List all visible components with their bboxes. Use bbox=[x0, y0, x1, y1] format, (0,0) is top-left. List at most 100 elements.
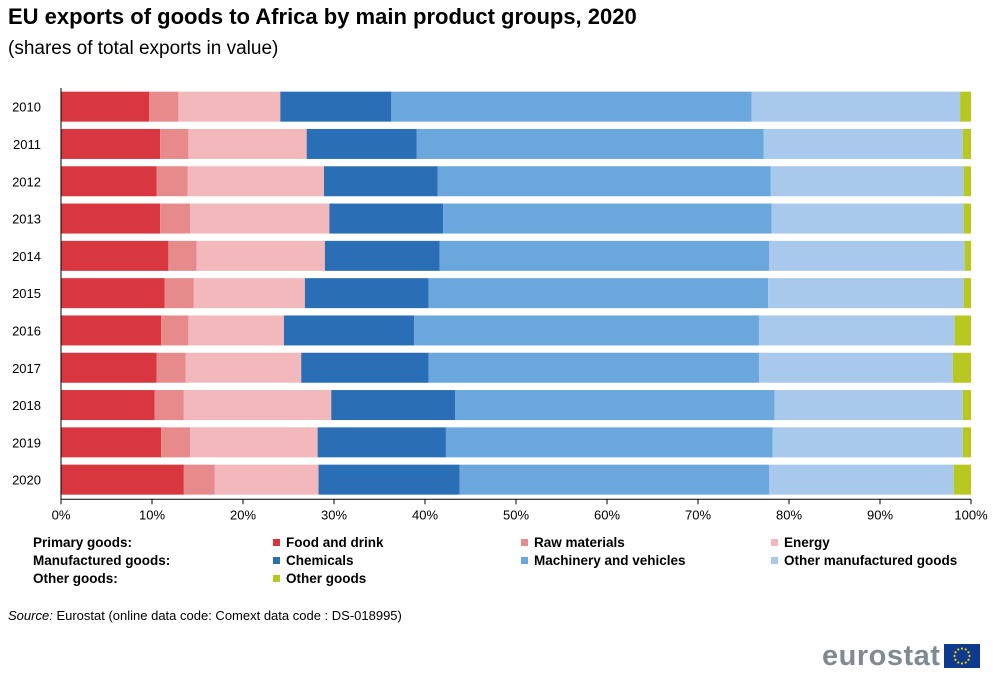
bar-segment-2011-chemicals bbox=[306, 128, 417, 159]
eurostat-logo: eurostat bbox=[822, 639, 981, 672]
bar-segment-2013-food-and-drink bbox=[61, 203, 161, 234]
source-note: Source: Eurostat (online data code: Come… bbox=[8, 608, 402, 623]
y-tick-label: 2010 bbox=[12, 100, 41, 115]
bar-segment-2019-chemicals bbox=[317, 427, 446, 458]
bar-segment-2017-raw-materials bbox=[156, 352, 186, 383]
bar-segment-2010-other-manufactured-goods bbox=[751, 91, 961, 122]
source-text: Eurostat (online data code: Comext data … bbox=[56, 608, 402, 623]
bar-segment-2017-other-goods bbox=[952, 352, 971, 383]
bar-segment-2015-chemicals bbox=[304, 278, 429, 309]
bar-segment-2018-energy bbox=[183, 390, 332, 421]
bar-segment-2013-other-manufactured-goods bbox=[771, 203, 964, 234]
legend-swatch bbox=[521, 557, 528, 564]
bar-segment-2014-energy bbox=[196, 240, 325, 271]
bar-segment-2019-energy bbox=[190, 427, 318, 458]
y-tick-label: 2019 bbox=[12, 435, 41, 450]
x-tick-label: 70% bbox=[685, 507, 711, 522]
y-tick-label: 2015 bbox=[12, 286, 41, 301]
bar-segment-2013-chemicals bbox=[329, 203, 444, 234]
eu-flag-star bbox=[967, 651, 971, 654]
eu-flag-star bbox=[961, 662, 964, 665]
bar-segment-2011-machinery-and-vehicles bbox=[416, 128, 764, 159]
bar-segment-2011-other-manufactured-goods bbox=[763, 128, 963, 159]
bar-segment-2019-raw-materials bbox=[161, 427, 191, 458]
y-tick-label: 2014 bbox=[12, 249, 41, 264]
bar-segment-2013-energy bbox=[190, 203, 330, 234]
bar-segment-2012-machinery-and-vehicles bbox=[437, 166, 771, 197]
bar-segment-2010-machinery-and-vehicles bbox=[391, 91, 752, 122]
eu-flag-star bbox=[968, 654, 972, 658]
bar-segment-2010-food-and-drink bbox=[61, 91, 150, 122]
legend-label: Machinery and vehicles bbox=[534, 553, 686, 568]
y-tick-label: 2012 bbox=[12, 174, 41, 189]
eu-flag-star bbox=[965, 648, 968, 651]
bar-segment-2010-other-goods bbox=[960, 91, 971, 122]
bar-segment-2011-food-and-drink bbox=[61, 128, 161, 159]
bar-segment-2019-other-goods bbox=[962, 427, 971, 458]
bar-segment-2016-energy bbox=[188, 315, 284, 346]
bar-segment-2015-other-manufactured-goods bbox=[768, 278, 964, 309]
y-tick-label: 2018 bbox=[12, 398, 41, 413]
bar-segment-2012-other-manufactured-goods bbox=[770, 166, 964, 197]
bar-segment-2012-chemicals bbox=[323, 166, 438, 197]
legend-item-chemicals: Chemicals bbox=[273, 553, 354, 568]
bar-segment-2018-machinery-and-vehicles bbox=[455, 390, 775, 421]
x-tick-label: 80% bbox=[776, 507, 802, 522]
legend-group-primary: Primary goods: bbox=[33, 535, 133, 550]
eu-flag-star bbox=[967, 658, 971, 661]
legend-item-other-goods: Other goods bbox=[273, 571, 366, 586]
bar-segment-2010-raw-materials bbox=[149, 91, 179, 122]
bar-segment-2017-energy bbox=[185, 352, 302, 383]
bar-segment-2015-machinery-and-vehicles bbox=[428, 278, 769, 309]
x-tick-label: 30% bbox=[321, 507, 347, 522]
bar-segment-2019-other-manufactured-goods bbox=[772, 427, 963, 458]
eu-flag-star bbox=[957, 648, 960, 651]
bar-segment-2014-machinery-and-vehicles bbox=[439, 240, 769, 271]
bar-segment-2016-chemicals bbox=[283, 315, 415, 346]
chart-legend: Primary goods: Manufactured goods: Other… bbox=[33, 535, 998, 591]
legend-item-raw-materials: Raw materials bbox=[521, 535, 625, 550]
eu-flag-star bbox=[954, 651, 958, 654]
eu-flag-star bbox=[957, 661, 960, 664]
legend-swatch bbox=[273, 575, 280, 582]
bar-segment-2012-food-and-drink bbox=[61, 166, 157, 197]
legend-group-manufactured: Manufactured goods: bbox=[33, 553, 171, 568]
x-tick-label: 40% bbox=[412, 507, 438, 522]
bar-segment-2015-other-goods bbox=[963, 278, 971, 309]
eu-flag-star bbox=[954, 658, 958, 661]
y-tick-label: 2016 bbox=[12, 323, 41, 338]
legend-swatch bbox=[771, 557, 778, 564]
legend-item-machinery-and-vehicles: Machinery and vehicles bbox=[521, 553, 686, 568]
eurostat-logo-text: eurostat bbox=[822, 639, 941, 672]
bar-segment-2018-other-manufactured-goods bbox=[774, 390, 963, 421]
bar-segment-2020-chemicals bbox=[318, 464, 460, 495]
bar-segment-2014-raw-materials bbox=[168, 240, 197, 271]
bar-segment-2014-other-goods bbox=[964, 240, 971, 271]
legend-group-other: Other goods: bbox=[33, 571, 118, 586]
bar-segment-2020-food-and-drink bbox=[61, 464, 184, 495]
legend-swatch bbox=[771, 539, 778, 546]
legend-label: Food and drink bbox=[286, 535, 384, 550]
x-tick-label: 10% bbox=[139, 507, 165, 522]
eu-flag-icon bbox=[944, 644, 981, 668]
bar-segment-2015-food-and-drink bbox=[61, 278, 165, 309]
legend-item-food-and-drink: Food and drink bbox=[273, 535, 384, 550]
bar-segment-2016-other-manufactured-goods bbox=[758, 315, 955, 346]
bar-segment-2014-chemicals bbox=[324, 240, 440, 271]
x-tick-label: 50% bbox=[503, 507, 529, 522]
bar-segment-2020-machinery-and-vehicles bbox=[459, 464, 769, 495]
bar-segment-2010-energy bbox=[178, 91, 281, 122]
bar-segment-2018-food-and-drink bbox=[61, 390, 155, 421]
legend-label: Other manufactured goods bbox=[784, 553, 958, 568]
bar-segment-2016-other-goods bbox=[954, 315, 971, 346]
legend-swatch bbox=[273, 557, 280, 564]
x-tick-label: 60% bbox=[594, 507, 620, 522]
bar-segment-2014-other-manufactured-goods bbox=[768, 240, 965, 271]
y-tick-label: 2017 bbox=[12, 361, 41, 376]
legend-item-energy: Energy bbox=[771, 535, 830, 550]
bar-segment-2017-machinery-and-vehicles bbox=[428, 352, 759, 383]
y-tick-label: 2011 bbox=[13, 137, 41, 152]
bar-segment-2017-other-manufactured-goods bbox=[758, 352, 953, 383]
bar-segment-2017-chemicals bbox=[301, 352, 429, 383]
eu-flag-star bbox=[961, 647, 964, 650]
